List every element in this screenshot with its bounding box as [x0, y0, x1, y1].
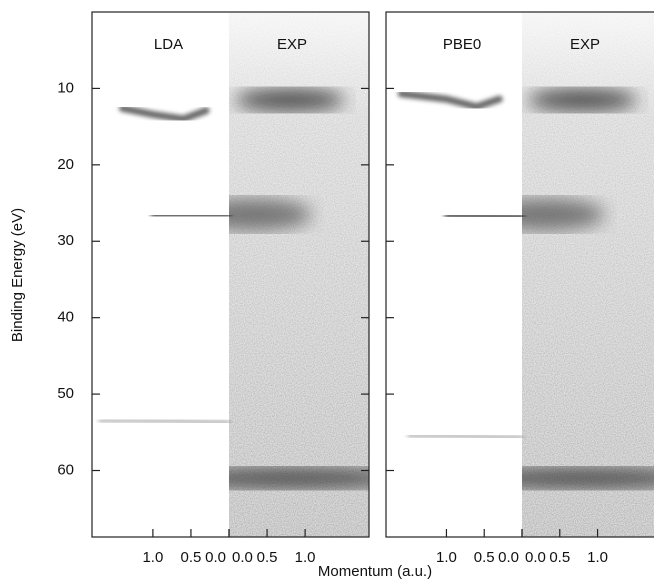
y-tick-label: 60 [57, 461, 74, 478]
theory-band [397, 90, 503, 111]
x-tick-label: 1.0 [436, 549, 457, 566]
theory-band [118, 104, 210, 123]
exp-band [229, 468, 369, 489]
x-tick-label: 0.5 [549, 549, 570, 566]
exp-map [229, 12, 369, 537]
x-tick-label: 0.0 [498, 549, 519, 566]
x-tick-label: 1.0 [587, 549, 608, 566]
x-tick-label: 0.5 [181, 549, 202, 566]
exp-band [522, 468, 654, 489]
x-tick-label: 1.0 [142, 549, 163, 566]
theory-band [443, 212, 525, 220]
theory-label: LDA [154, 36, 183, 53]
y-tick-label: 50 [57, 385, 74, 402]
x-tick-label: 0.0 [205, 549, 226, 566]
y-tick-label: 40 [57, 309, 74, 326]
y-tick-label: 30 [57, 232, 74, 249]
x-tick-label: 0.5 [257, 549, 278, 566]
theory-band [407, 433, 524, 440]
y-axis-label: Binding Energy (eV) [9, 208, 26, 342]
x-axis-label: Momentum (a.u.) [318, 563, 432, 580]
exp-label: EXP [570, 36, 600, 53]
theory-band [98, 418, 231, 424]
exp-band [522, 198, 605, 231]
x-tick-label: 1.0 [295, 549, 316, 566]
exp-band [229, 198, 312, 231]
x-tick-label: 0.0 [525, 549, 546, 566]
panel-frame [91, 11, 370, 538]
y-tick-label: 20 [57, 156, 74, 173]
theory-band [150, 212, 232, 219]
exp-map [522, 12, 654, 537]
panel-frame [385, 11, 654, 538]
x-tick-label: 0.0 [232, 549, 253, 566]
exp-band [234, 88, 345, 111]
y-tick-label: 10 [57, 79, 74, 96]
theory-label: PBE0 [443, 36, 481, 53]
exp-label: EXP [277, 36, 307, 53]
x-tick-label: 0.5 [474, 549, 495, 566]
exp-band [527, 88, 638, 111]
